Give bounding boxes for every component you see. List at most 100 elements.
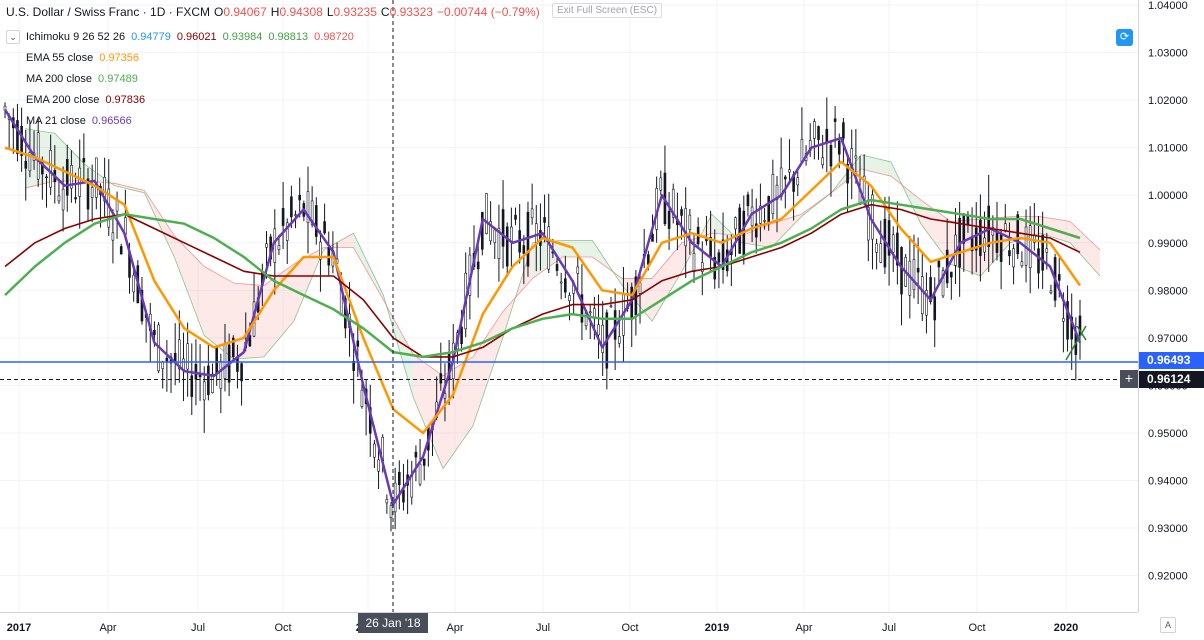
candle-body bbox=[746, 194, 750, 207]
time-tick-label: 2017 bbox=[7, 622, 31, 634]
time-tick-label: Oct bbox=[621, 622, 638, 634]
high-label: H bbox=[270, 5, 280, 19]
candle-body bbox=[310, 200, 314, 225]
candle-body bbox=[941, 270, 945, 297]
legend-row-ma21[interactable]: MA 21 close 0.96566 bbox=[6, 110, 360, 131]
candle-body bbox=[771, 174, 775, 214]
time-tick-label: Oct bbox=[274, 622, 291, 634]
legend-row-ma200[interactable]: MA 200 close 0.97489 bbox=[6, 68, 360, 89]
price-tick-label: 0.98000 bbox=[1148, 285, 1188, 297]
candle-body bbox=[1045, 248, 1049, 253]
candle-body bbox=[190, 375, 194, 397]
candle-body bbox=[530, 208, 534, 219]
cloud-segment bbox=[861, 154, 891, 177]
candle-body bbox=[410, 474, 414, 498]
legend-ma200-value: 0.97489 bbox=[98, 72, 138, 85]
candle-body bbox=[912, 259, 916, 291]
candle-body bbox=[215, 347, 218, 374]
time-tick-label: Jul bbox=[191, 622, 205, 634]
low-label: L bbox=[326, 5, 334, 19]
legend-ichimoku-v2: 0.96021 bbox=[176, 30, 217, 43]
candle-body bbox=[920, 276, 924, 315]
price-tick-label: 1.03000 bbox=[1148, 48, 1188, 60]
candle-body bbox=[597, 324, 600, 336]
candle-body bbox=[74, 197, 77, 200]
legend-ichimoku-v5: 0.98720 bbox=[314, 30, 354, 43]
candle-body bbox=[377, 459, 380, 472]
candle-body bbox=[821, 157, 824, 165]
cloud-segment bbox=[174, 235, 205, 336]
candle-body bbox=[667, 210, 671, 229]
candle-body bbox=[854, 155, 858, 159]
high-value: 0.94308 bbox=[279, 5, 323, 19]
candle-body bbox=[875, 243, 878, 253]
candle-body bbox=[314, 205, 318, 237]
candle-body bbox=[950, 271, 953, 278]
candle-body bbox=[601, 324, 604, 353]
ichimoku-span-b bbox=[24, 168, 1101, 377]
candle-body bbox=[925, 290, 928, 316]
candle-body bbox=[223, 343, 227, 379]
price-tick-label: 0.92000 bbox=[1148, 571, 1188, 583]
chevron-down-icon[interactable]: ⌄ bbox=[6, 29, 20, 44]
candle-body bbox=[717, 252, 721, 263]
crosshair-plus-icon[interactable]: + bbox=[1120, 370, 1138, 388]
candle-body bbox=[559, 281, 563, 284]
price-tick-label: 0.99000 bbox=[1148, 238, 1188, 250]
trend-drawing bbox=[1065, 325, 1087, 361]
candle-body bbox=[505, 226, 509, 267]
candle-body bbox=[734, 217, 737, 230]
cloud-segment bbox=[771, 214, 802, 248]
candle-body bbox=[460, 326, 463, 344]
candle-body bbox=[373, 443, 376, 458]
candle-body bbox=[1041, 234, 1044, 271]
auto-scale-button[interactable]: A bbox=[1160, 617, 1176, 633]
candle-body bbox=[514, 214, 517, 220]
price-tick-label: 0.95000 bbox=[1148, 428, 1188, 440]
legend-row-ichimoku[interactable]: ⌄ Ichimoku 9 26 52 26 0.94779 0.96021 0.… bbox=[6, 26, 360, 47]
exit-fullscreen-button[interactable]: Exit Full Screen (ESC) bbox=[552, 3, 663, 18]
candle-body bbox=[281, 208, 285, 226]
candle-body bbox=[759, 205, 762, 224]
candle-body bbox=[294, 214, 297, 216]
candle-body bbox=[439, 373, 443, 384]
candle-body bbox=[153, 330, 156, 336]
candle-body bbox=[240, 363, 243, 382]
candle-body bbox=[231, 337, 235, 357]
candle-body bbox=[119, 246, 123, 255]
candle-body bbox=[290, 196, 293, 218]
price-tick-label: 1.04000 bbox=[1148, 0, 1188, 12]
candle-body bbox=[937, 260, 941, 268]
candle-body bbox=[356, 340, 360, 347]
cloud-segment bbox=[114, 183, 145, 193]
candle-body bbox=[846, 163, 849, 184]
candle-body bbox=[501, 209, 505, 247]
candle-body bbox=[45, 176, 48, 179]
candle-body bbox=[817, 126, 820, 140]
candle-body bbox=[306, 191, 310, 224]
candle-body bbox=[165, 357, 169, 362]
candle-body bbox=[103, 176, 106, 202]
sync-icon[interactable]: ⟳ bbox=[1116, 29, 1133, 46]
candle-body bbox=[966, 215, 970, 226]
cloud-segment bbox=[443, 356, 473, 469]
candle-body bbox=[398, 471, 401, 486]
legend-ichimoku-name: Ichimoku 9 26 52 26 bbox=[26, 30, 126, 43]
candle-body bbox=[111, 232, 115, 241]
cloud-segment bbox=[1070, 221, 1100, 277]
legend-ema55-value: 0.97356 bbox=[99, 51, 140, 64]
legend-ichimoku-v3: 0.93984 bbox=[222, 30, 263, 43]
candle-body bbox=[402, 489, 405, 503]
ma21-line bbox=[3, 108, 1082, 506]
legend-row-ema55[interactable]: EMA 55 close 0.97356 bbox=[6, 47, 360, 68]
legend-row-ema200[interactable]: EMA 200 close 0.97836 bbox=[6, 89, 360, 110]
candle-body bbox=[1037, 248, 1040, 274]
price-tick-label: 0.93000 bbox=[1148, 523, 1188, 535]
price-tick-label: 1.01000 bbox=[1148, 143, 1188, 155]
candle-body bbox=[867, 207, 870, 241]
cloud-segment bbox=[920, 199, 951, 265]
candle-body bbox=[842, 122, 845, 139]
